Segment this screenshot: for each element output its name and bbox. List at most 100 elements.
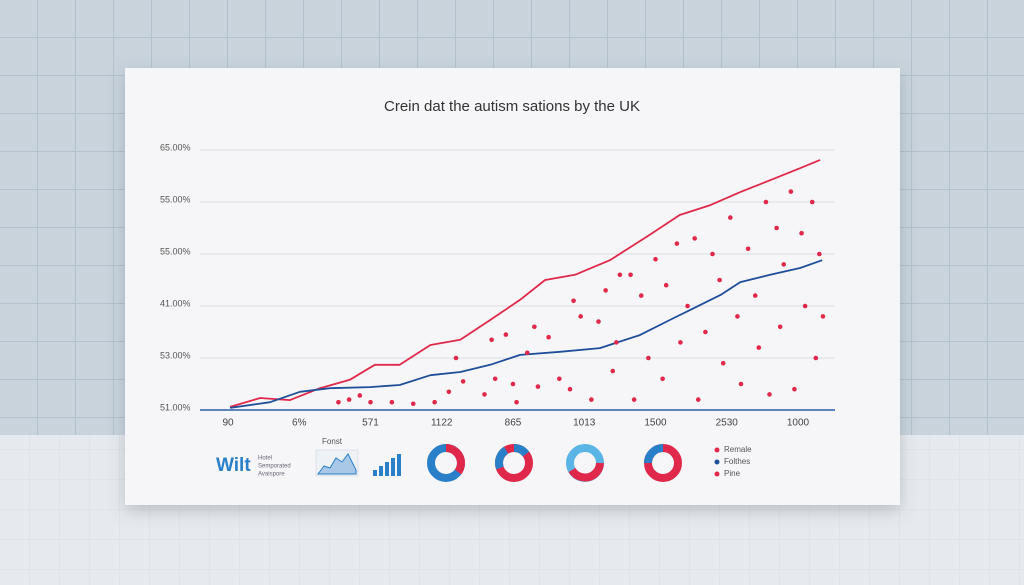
donut-icon <box>495 444 533 482</box>
scatter-point <box>781 262 787 267</box>
scatter-point <box>617 272 623 278</box>
scatter-point <box>788 189 794 194</box>
scatter-point <box>738 381 744 387</box>
chart-title: Crein dat the autism sations by the UK <box>384 98 640 115</box>
donut-icon <box>427 444 465 482</box>
scatter-point <box>628 272 633 278</box>
scatter-point <box>763 199 769 205</box>
scatter-point <box>631 397 637 402</box>
scatter-point <box>453 355 459 361</box>
scatter-point <box>571 298 576 304</box>
scatter-point <box>389 399 395 405</box>
area-icon <box>315 449 359 477</box>
scatter-point <box>756 345 762 350</box>
y-tick-label: 51.00% <box>160 402 191 412</box>
scatter-point <box>813 355 819 361</box>
legend-label: Pine <box>724 469 741 478</box>
x-tick-label: 1013 <box>573 418 596 429</box>
scatter-point <box>346 397 352 402</box>
scatter-point <box>492 376 498 382</box>
scatter-point <box>728 215 733 220</box>
scatter-point <box>745 246 751 252</box>
scatter-point <box>514 399 519 405</box>
legend-swatch <box>714 447 720 453</box>
scatter-point <box>777 324 783 330</box>
scatter-point <box>695 397 701 402</box>
icon-label: Fonst <box>322 437 343 446</box>
scatter-point <box>799 230 804 236</box>
line <box>229 259 823 409</box>
x-tick-label: 865 <box>505 418 522 429</box>
scatter-point <box>510 381 516 387</box>
x-tick-label: 2530 <box>716 418 739 429</box>
scatter-point <box>524 350 530 356</box>
y-tick-label: 55.00% <box>160 246 191 256</box>
scatter-point <box>589 397 594 402</box>
y-tick-label: 55.00% <box>160 194 191 204</box>
scatter-point <box>410 401 416 407</box>
scatter-point <box>489 337 494 343</box>
scatter-point <box>546 334 551 340</box>
x-tick-label: 6% <box>292 418 307 429</box>
logo-line: Semporated <box>258 464 291 470</box>
scatter-point <box>710 251 715 257</box>
scatter-point <box>720 360 726 366</box>
x-tick-label: 1000 <box>787 418 810 429</box>
y-tick-label: 41.00% <box>160 298 191 308</box>
scatter-point <box>557 376 562 382</box>
scatter-point <box>368 399 373 405</box>
scatter-point <box>603 288 608 293</box>
scatter-point <box>653 256 658 262</box>
legend-label: Folthes <box>724 457 750 466</box>
scatter-point <box>614 340 619 345</box>
x-tick-label: 571 <box>362 418 379 429</box>
scatter-point <box>703 329 708 335</box>
scatter-point <box>638 293 644 298</box>
scatter-point <box>663 282 669 288</box>
scatter-point <box>817 251 822 257</box>
scatter-point <box>767 392 772 397</box>
scatter-point <box>802 303 808 309</box>
y-tick-label: 65.00% <box>160 142 191 152</box>
scatter-point <box>567 386 573 392</box>
scatter-point <box>482 392 487 397</box>
scatter-point <box>535 384 541 389</box>
scatter-point <box>610 368 616 374</box>
scatter-point <box>774 225 779 231</box>
scatter-point <box>735 314 740 319</box>
donut-icon <box>566 444 604 482</box>
x-tick-label: 1122 <box>431 418 453 429</box>
x-tick-label: 90 <box>222 418 234 429</box>
line <box>229 159 821 408</box>
scatter-point <box>432 399 437 405</box>
scatter-point <box>820 314 826 319</box>
scatter-point <box>809 199 815 205</box>
scatter-point <box>674 241 680 246</box>
scatter-point <box>660 376 665 382</box>
card <box>125 68 900 505</box>
x-tick-label: 1500 <box>644 418 667 429</box>
scatter-point <box>578 314 583 319</box>
scatter-point <box>532 324 537 330</box>
scatter-point <box>503 332 509 337</box>
scatter-point <box>717 277 722 283</box>
scatter-point <box>357 393 363 398</box>
scatter-point <box>692 236 697 241</box>
scatter-point <box>646 355 651 361</box>
logo: Wilt <box>216 455 251 476</box>
legend-swatch <box>714 471 720 477</box>
logo-line: Hotel <box>258 456 272 462</box>
scatter-point <box>792 386 797 392</box>
scatter-point <box>596 319 601 324</box>
scatter-point <box>685 303 690 309</box>
y-tick-label: 53.00% <box>160 350 191 360</box>
scatter-point <box>678 340 683 345</box>
legend-swatch <box>714 459 720 465</box>
logo-line: Avaispore <box>258 472 285 478</box>
scatter-point <box>752 293 758 298</box>
donut-icon <box>644 444 682 482</box>
bar-icon <box>373 454 401 476</box>
scatter-point <box>460 379 466 384</box>
scatter-point <box>446 389 452 395</box>
